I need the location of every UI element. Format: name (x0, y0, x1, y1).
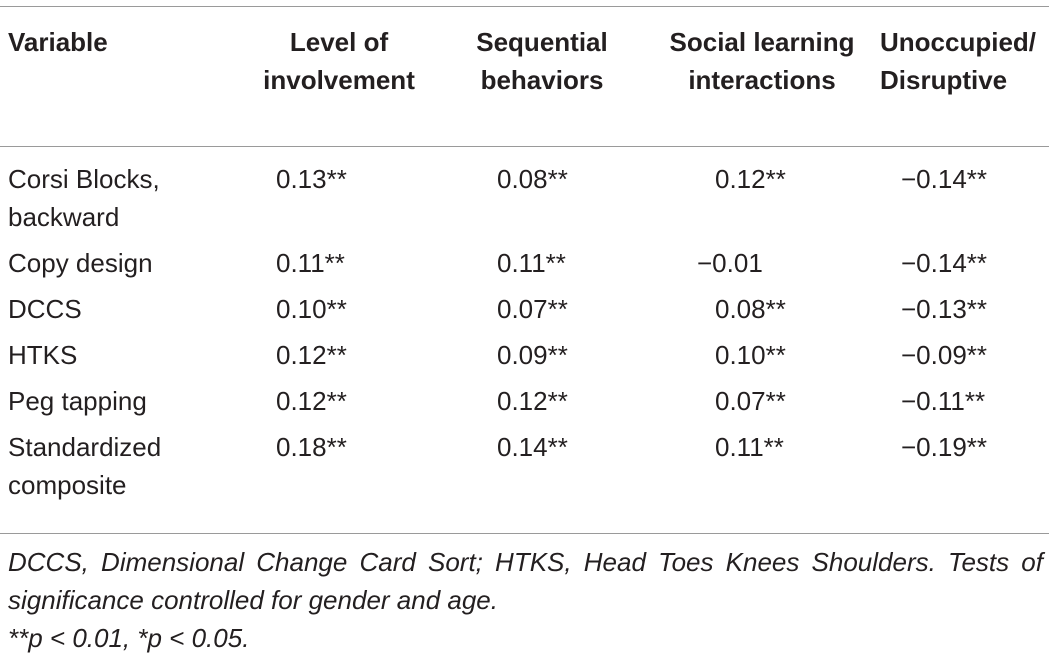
table-cell: 0.11** (276, 248, 345, 278)
row-label: HTKS (8, 340, 78, 370)
table-cell: −0.13** (901, 294, 988, 324)
table-cell: 0.10** (715, 340, 786, 370)
table-cell: 0.07** (497, 294, 568, 324)
bottom-rule (0, 533, 1049, 534)
table-cell: 0.08** (497, 164, 568, 194)
table-cell: 0.12** (497, 386, 568, 416)
table-row: Copy design 0.11** 0.11** −0.01 −0.14** (0, 237, 1049, 283)
table-row: Peg tapping 0.12** 0.12** 0.07** −0.11** (0, 375, 1049, 421)
table-cell: 0.08** (715, 294, 786, 324)
header-row: Variable Level of involvement Sequential… (0, 7, 1049, 146)
table-cell: 0.12** (276, 386, 347, 416)
table-row: Corsi Blocks, backward 0.13** 0.08** 0.1… (0, 146, 1049, 237)
footnote-abbreviations: DCCS, Dimensional Change Card Sort; HTKS… (8, 547, 1043, 615)
table-cell: −0.01 (697, 248, 763, 278)
header-rule (0, 146, 1049, 147)
table-cell: 0.09** (497, 340, 568, 370)
table-cell: 0.13** (276, 164, 347, 194)
table-cell: 0.18** (276, 432, 347, 462)
table-cell: −0.19** (901, 432, 988, 462)
column-header-unoccupied-disruptive: Unoccupied/ Disruptive (880, 27, 1037, 95)
table-row: Standardized composite 0.18** 0.14** 0.1… (0, 421, 1049, 524)
row-label: Standardized composite (8, 432, 162, 500)
table-cell: 0.07** (715, 386, 786, 416)
row-label: Peg tapping (8, 386, 147, 416)
row-label: DCCS (8, 294, 82, 324)
column-header-sequential-behaviors: Sequential behaviors (476, 27, 608, 95)
column-header-social-learning-interactions: Social learning interactions (669, 27, 855, 95)
table-row: HTKS 0.12** 0.09** 0.10** −0.09** (0, 329, 1049, 375)
table-cell: 0.14** (497, 432, 568, 462)
table-footnote: DCCS, Dimensional Change Card Sort; HTKS… (8, 543, 1043, 657)
table-header: Variable Level of involvement Sequential… (0, 7, 1049, 146)
table-cell: −0.14** (901, 248, 988, 278)
footnote-significance: **p < 0.01, *p < 0.05. (8, 623, 250, 653)
table-body: Corsi Blocks, backward 0.13** 0.08** 0.1… (0, 146, 1049, 524)
table-cell: 0.12** (276, 340, 347, 370)
row-label: Corsi Blocks, backward (8, 164, 160, 232)
table-cell: 0.12** (715, 164, 786, 194)
top-rule (0, 6, 1049, 7)
correlation-table: Variable Level of involvement Sequential… (0, 7, 1049, 524)
column-header-variable: Variable (8, 27, 108, 57)
column-header-level-of-involvement: Level of involvement (263, 27, 415, 95)
table-cell: 0.11** (497, 248, 566, 278)
table-cell: −0.14** (901, 164, 988, 194)
table-cell: 0.11** (715, 432, 784, 462)
table-cell: −0.11** (901, 386, 986, 416)
table-cell: 0.10** (276, 294, 347, 324)
table-cell: −0.09** (901, 340, 988, 370)
row-label: Copy design (8, 248, 153, 278)
table-row: DCCS 0.10** 0.07** 0.08** −0.13** (0, 283, 1049, 329)
